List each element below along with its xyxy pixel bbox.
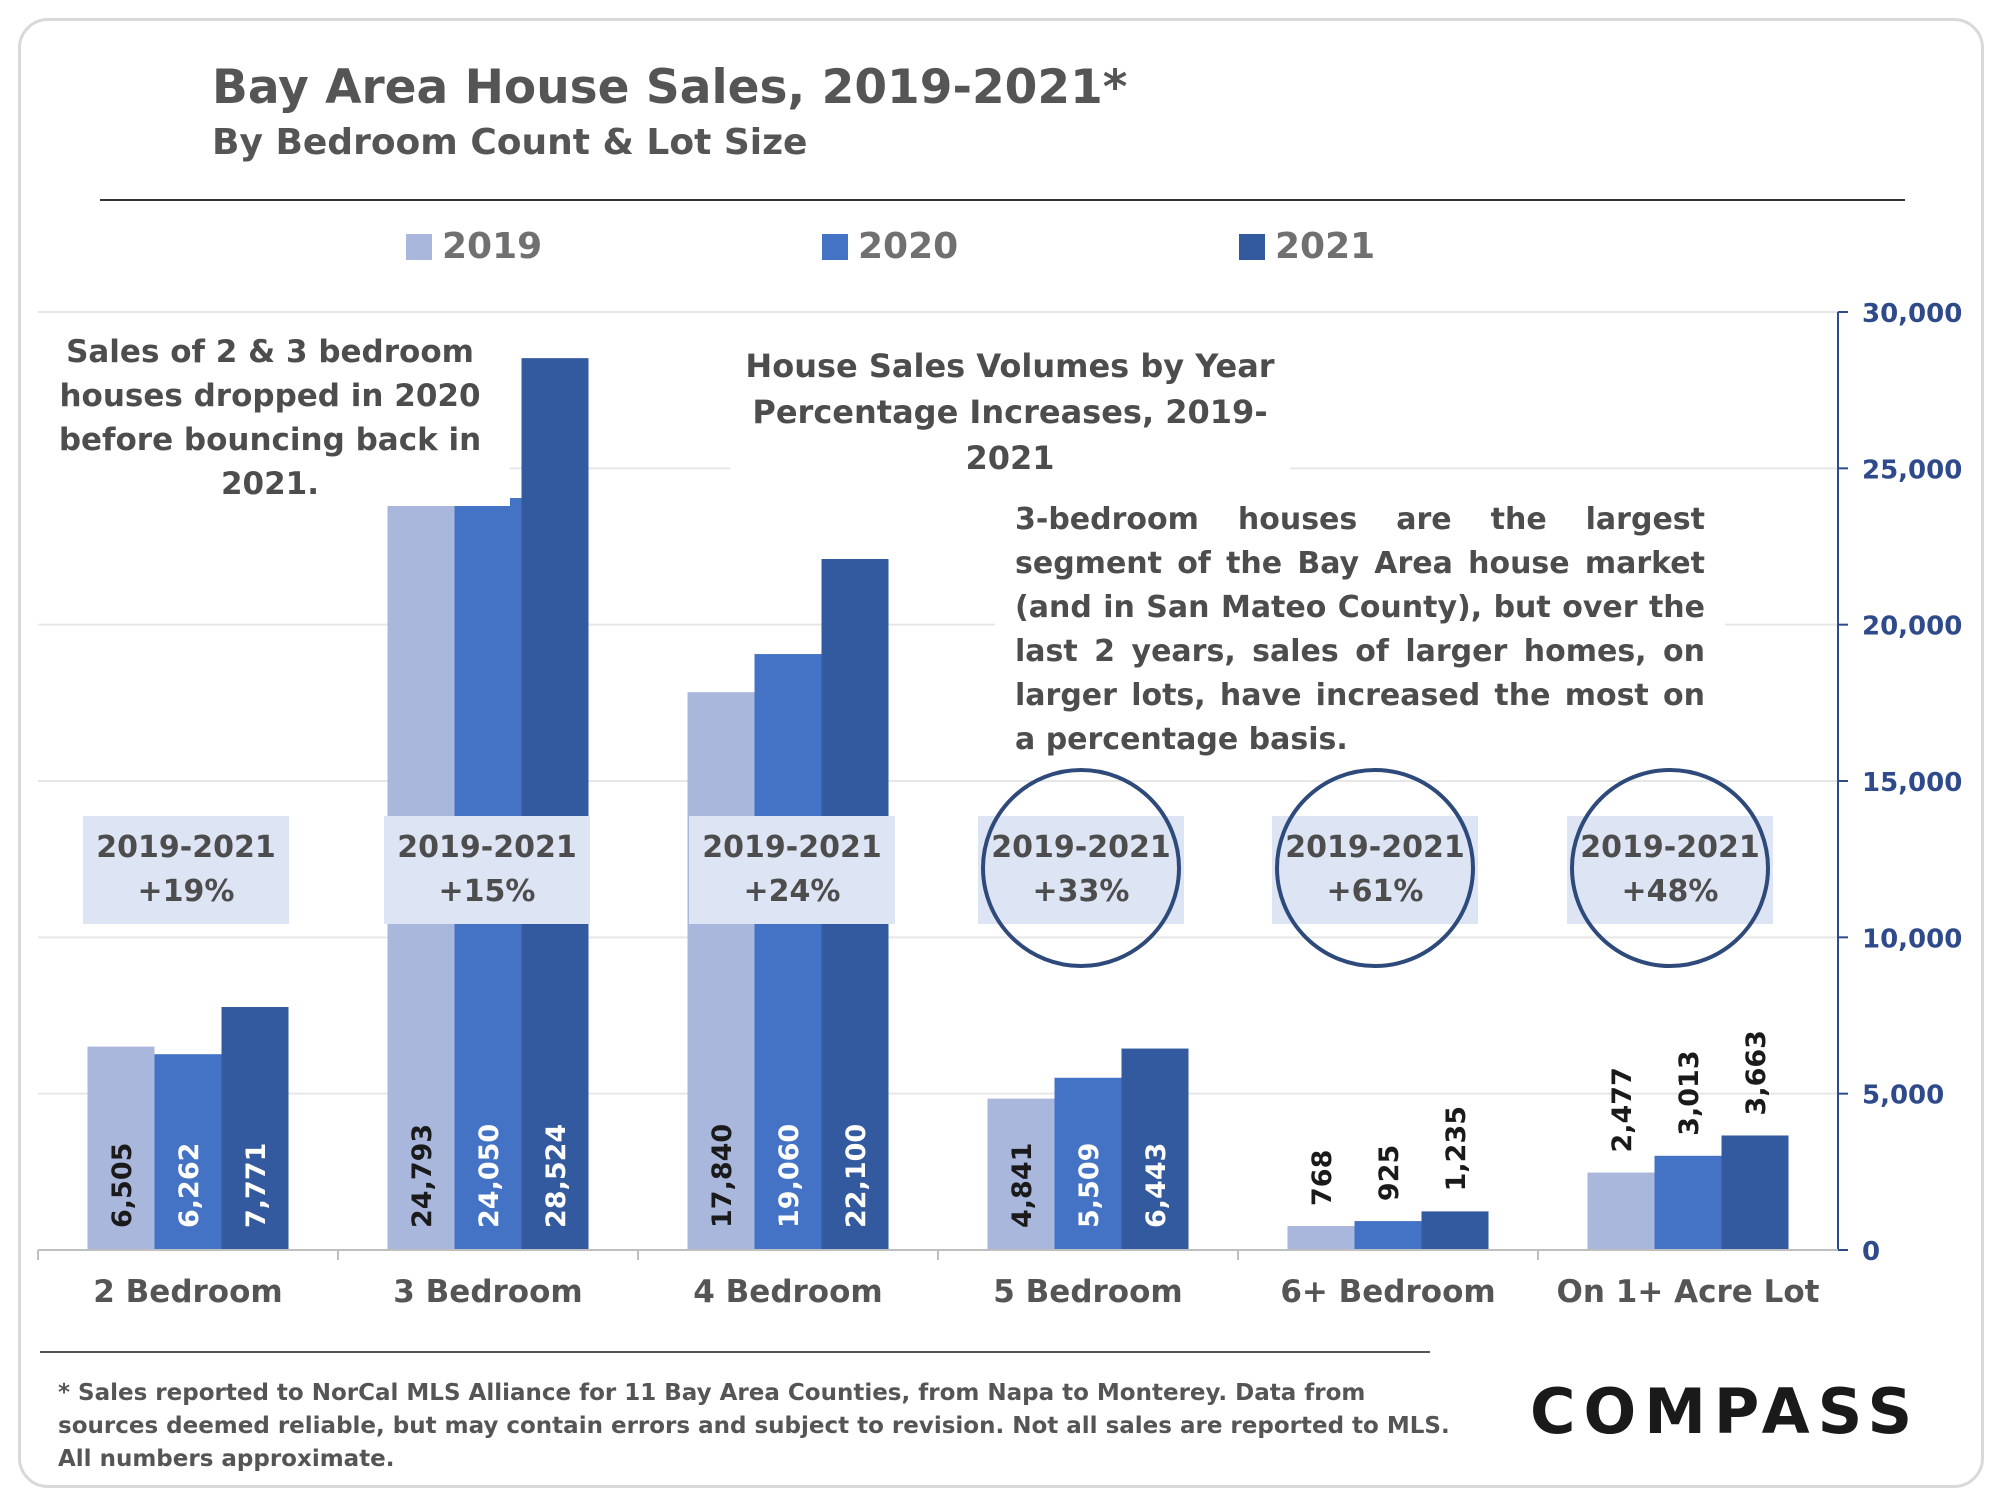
bar-2021 — [521, 358, 589, 1250]
data-label: 22,100 — [841, 1124, 872, 1228]
x-tick-label: On 1+ Acre Lot — [1557, 1274, 1820, 1310]
data-labels: 6,505 6,262 7,771 24,793 24,050 28,524 17,840 1… — [107, 1030, 1772, 1228]
legend-label-2021: 2021 — [1275, 226, 1376, 267]
y-tick-label: 25,000 — [1862, 455, 1962, 485]
bar-2021 — [1421, 1211, 1489, 1250]
legend-swatch-2020 — [822, 233, 848, 260]
legend-label-2019: 2019 — [442, 226, 543, 267]
x-tick-label: 4 Bedroom — [693, 1274, 882, 1310]
data-label: 7,771 — [241, 1143, 272, 1228]
pct-value: +19% — [137, 874, 235, 909]
pct-period: 2019-2021 — [96, 830, 276, 865]
highlight-circle-5-bedroom — [981, 768, 1181, 968]
y-tick-label: 15,000 — [1862, 768, 1962, 798]
compass-logo: COMPASS — [1530, 1375, 1921, 1448]
bar-2020 — [1354, 1221, 1422, 1250]
pct-change-box-4-bedroom: 2019-2021 +24% — [689, 816, 895, 924]
data-label: 6,443 — [1141, 1143, 1172, 1228]
pct-value: +24% — [743, 874, 841, 909]
y-tick-label: 0 — [1862, 1237, 1880, 1267]
data-label: 24,050 — [474, 1124, 505, 1228]
data-label: 2,477 — [1607, 1067, 1638, 1152]
x-tick-label: 3 Bedroom — [393, 1274, 582, 1310]
y-tick-label: 5,000 — [1862, 1081, 1944, 1111]
pct-period: 2019-2021 — [397, 830, 577, 865]
data-label: 6,262 — [174, 1143, 205, 1228]
legend-item-2019: 2019 — [406, 226, 542, 267]
footnote: * Sales reported to NorCal MLS Alliance … — [58, 1380, 1450, 1472]
data-label: 6,505 — [107, 1143, 138, 1228]
legend-label-2020: 2020 — [858, 226, 959, 267]
x-tick-label: 2 Bedroom — [93, 1274, 282, 1310]
bar-2021 — [1721, 1135, 1789, 1250]
chart-subtitle: By Bedroom Count & Lot Size — [212, 122, 808, 163]
highlight-circle-acre-lot — [1570, 768, 1770, 968]
data-label: 5,509 — [1074, 1143, 1105, 1228]
data-label: 925 — [1374, 1145, 1405, 1201]
pct-change-box-2-bedroom: 2019-2021 +19% — [83, 816, 289, 924]
bar-2021 — [1121, 1048, 1189, 1250]
legend-swatch-2021 — [1239, 233, 1265, 260]
pct-change-box-3-bedroom: 2019-2021 +15% — [384, 816, 590, 924]
data-label: 1,235 — [1441, 1106, 1472, 1191]
legend-swatch-2019 — [406, 233, 432, 260]
y-tick-label: 10,000 — [1862, 924, 1962, 954]
highlight-circle-6-bedroom — [1275, 768, 1475, 968]
data-label: 24,793 — [407, 1124, 438, 1228]
bar-2019 — [687, 692, 755, 1250]
bar-2020 — [754, 654, 822, 1250]
annotation-2-3-bedroom: Sales of 2 & 3 bedroom houses dropped in… — [30, 330, 510, 506]
bar-2019 — [1587, 1172, 1655, 1250]
data-label: 17,840 — [707, 1124, 738, 1228]
data-label: 19,060 — [774, 1124, 805, 1228]
bar-2020 — [154, 1054, 222, 1250]
bar-2019 — [987, 1098, 1055, 1250]
legend-item-2021: 2021 — [1239, 226, 1375, 267]
bar-2019 — [87, 1046, 155, 1250]
x-tick-label: 6+ Bedroom — [1280, 1274, 1495, 1310]
y-tick-label: 30,000 — [1862, 299, 1962, 329]
data-label: 3,663 — [1741, 1030, 1772, 1115]
data-label: 3,013 — [1674, 1050, 1705, 1135]
y-tick-label: 20,000 — [1862, 612, 1962, 642]
bar-2020 — [1054, 1077, 1122, 1250]
chart-title: Bay Area House Sales, 2019-2021* — [212, 60, 1128, 115]
x-tick-label: 5 Bedroom — [993, 1274, 1182, 1310]
legend-item-2020: 2020 — [822, 226, 958, 267]
pct-value: +15% — [438, 874, 536, 909]
annotation-center-heading: House Sales Volumes by Year Percentage I… — [730, 343, 1290, 481]
bar-2020 — [1654, 1155, 1722, 1250]
bar-2021 — [221, 1007, 289, 1250]
data-label: 768 — [1307, 1150, 1338, 1206]
annotation-3-bedroom-segment: 3-bedroom houses are the largest segment… — [995, 498, 1725, 768]
axes: 0 5,000 10,000 15,000 20,000 25,000 30,000 2 Be… — [37, 299, 1962, 1310]
bar-2019 — [1287, 1225, 1355, 1250]
data-label: 4,841 — [1007, 1143, 1038, 1228]
pct-period: 2019-2021 — [702, 830, 882, 865]
data-label: 28,524 — [541, 1124, 572, 1228]
